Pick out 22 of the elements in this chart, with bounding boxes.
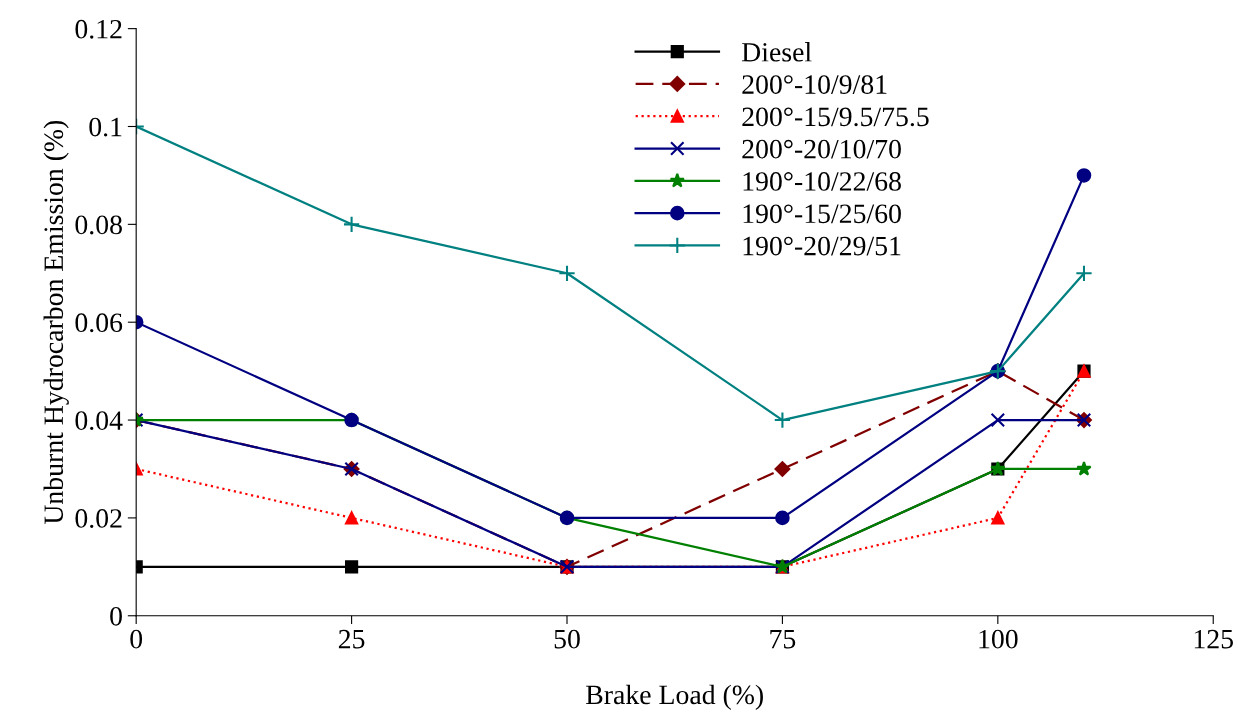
legend-label: 200°-10/9/81 (742, 75, 887, 94)
x-tick-label: 125 (1194, 629, 1233, 649)
legend-label: 190°-15/25/60 (743, 204, 901, 224)
x-tick-label: 75 (770, 630, 796, 649)
x-tick-label: 50 (554, 629, 580, 649)
legend-label: Diesel (741, 42, 812, 62)
x-tick-label: 0 (130, 629, 143, 649)
y-tick-label: 0 (110, 606, 122, 626)
legend-label: 200°-20/10/70 (742, 139, 901, 159)
y-tick-label: 0.02 (75, 509, 122, 528)
x-tick-label: 25 (338, 629, 365, 649)
y-tick-label: 0.1 (89, 117, 122, 137)
y-tick-label: 0.12 (75, 19, 122, 39)
legend-label: 190°-10/22/68 (743, 172, 901, 191)
x-axis-title: Brake Load (%) (586, 684, 763, 710)
y-tick-label: 0.06 (75, 313, 123, 333)
x-tick-label: 100 (979, 629, 1018, 649)
y-axis-title: Unburnt Hydrocarbon Emission (%) (43, 120, 69, 525)
y-tick-label: 0.08 (75, 215, 122, 235)
y-tick-label: 0.04 (75, 411, 123, 431)
legend-label: 200°-15/9.5/75.5 (742, 107, 929, 127)
legend-label: 190°-20/29/51 (743, 236, 901, 256)
